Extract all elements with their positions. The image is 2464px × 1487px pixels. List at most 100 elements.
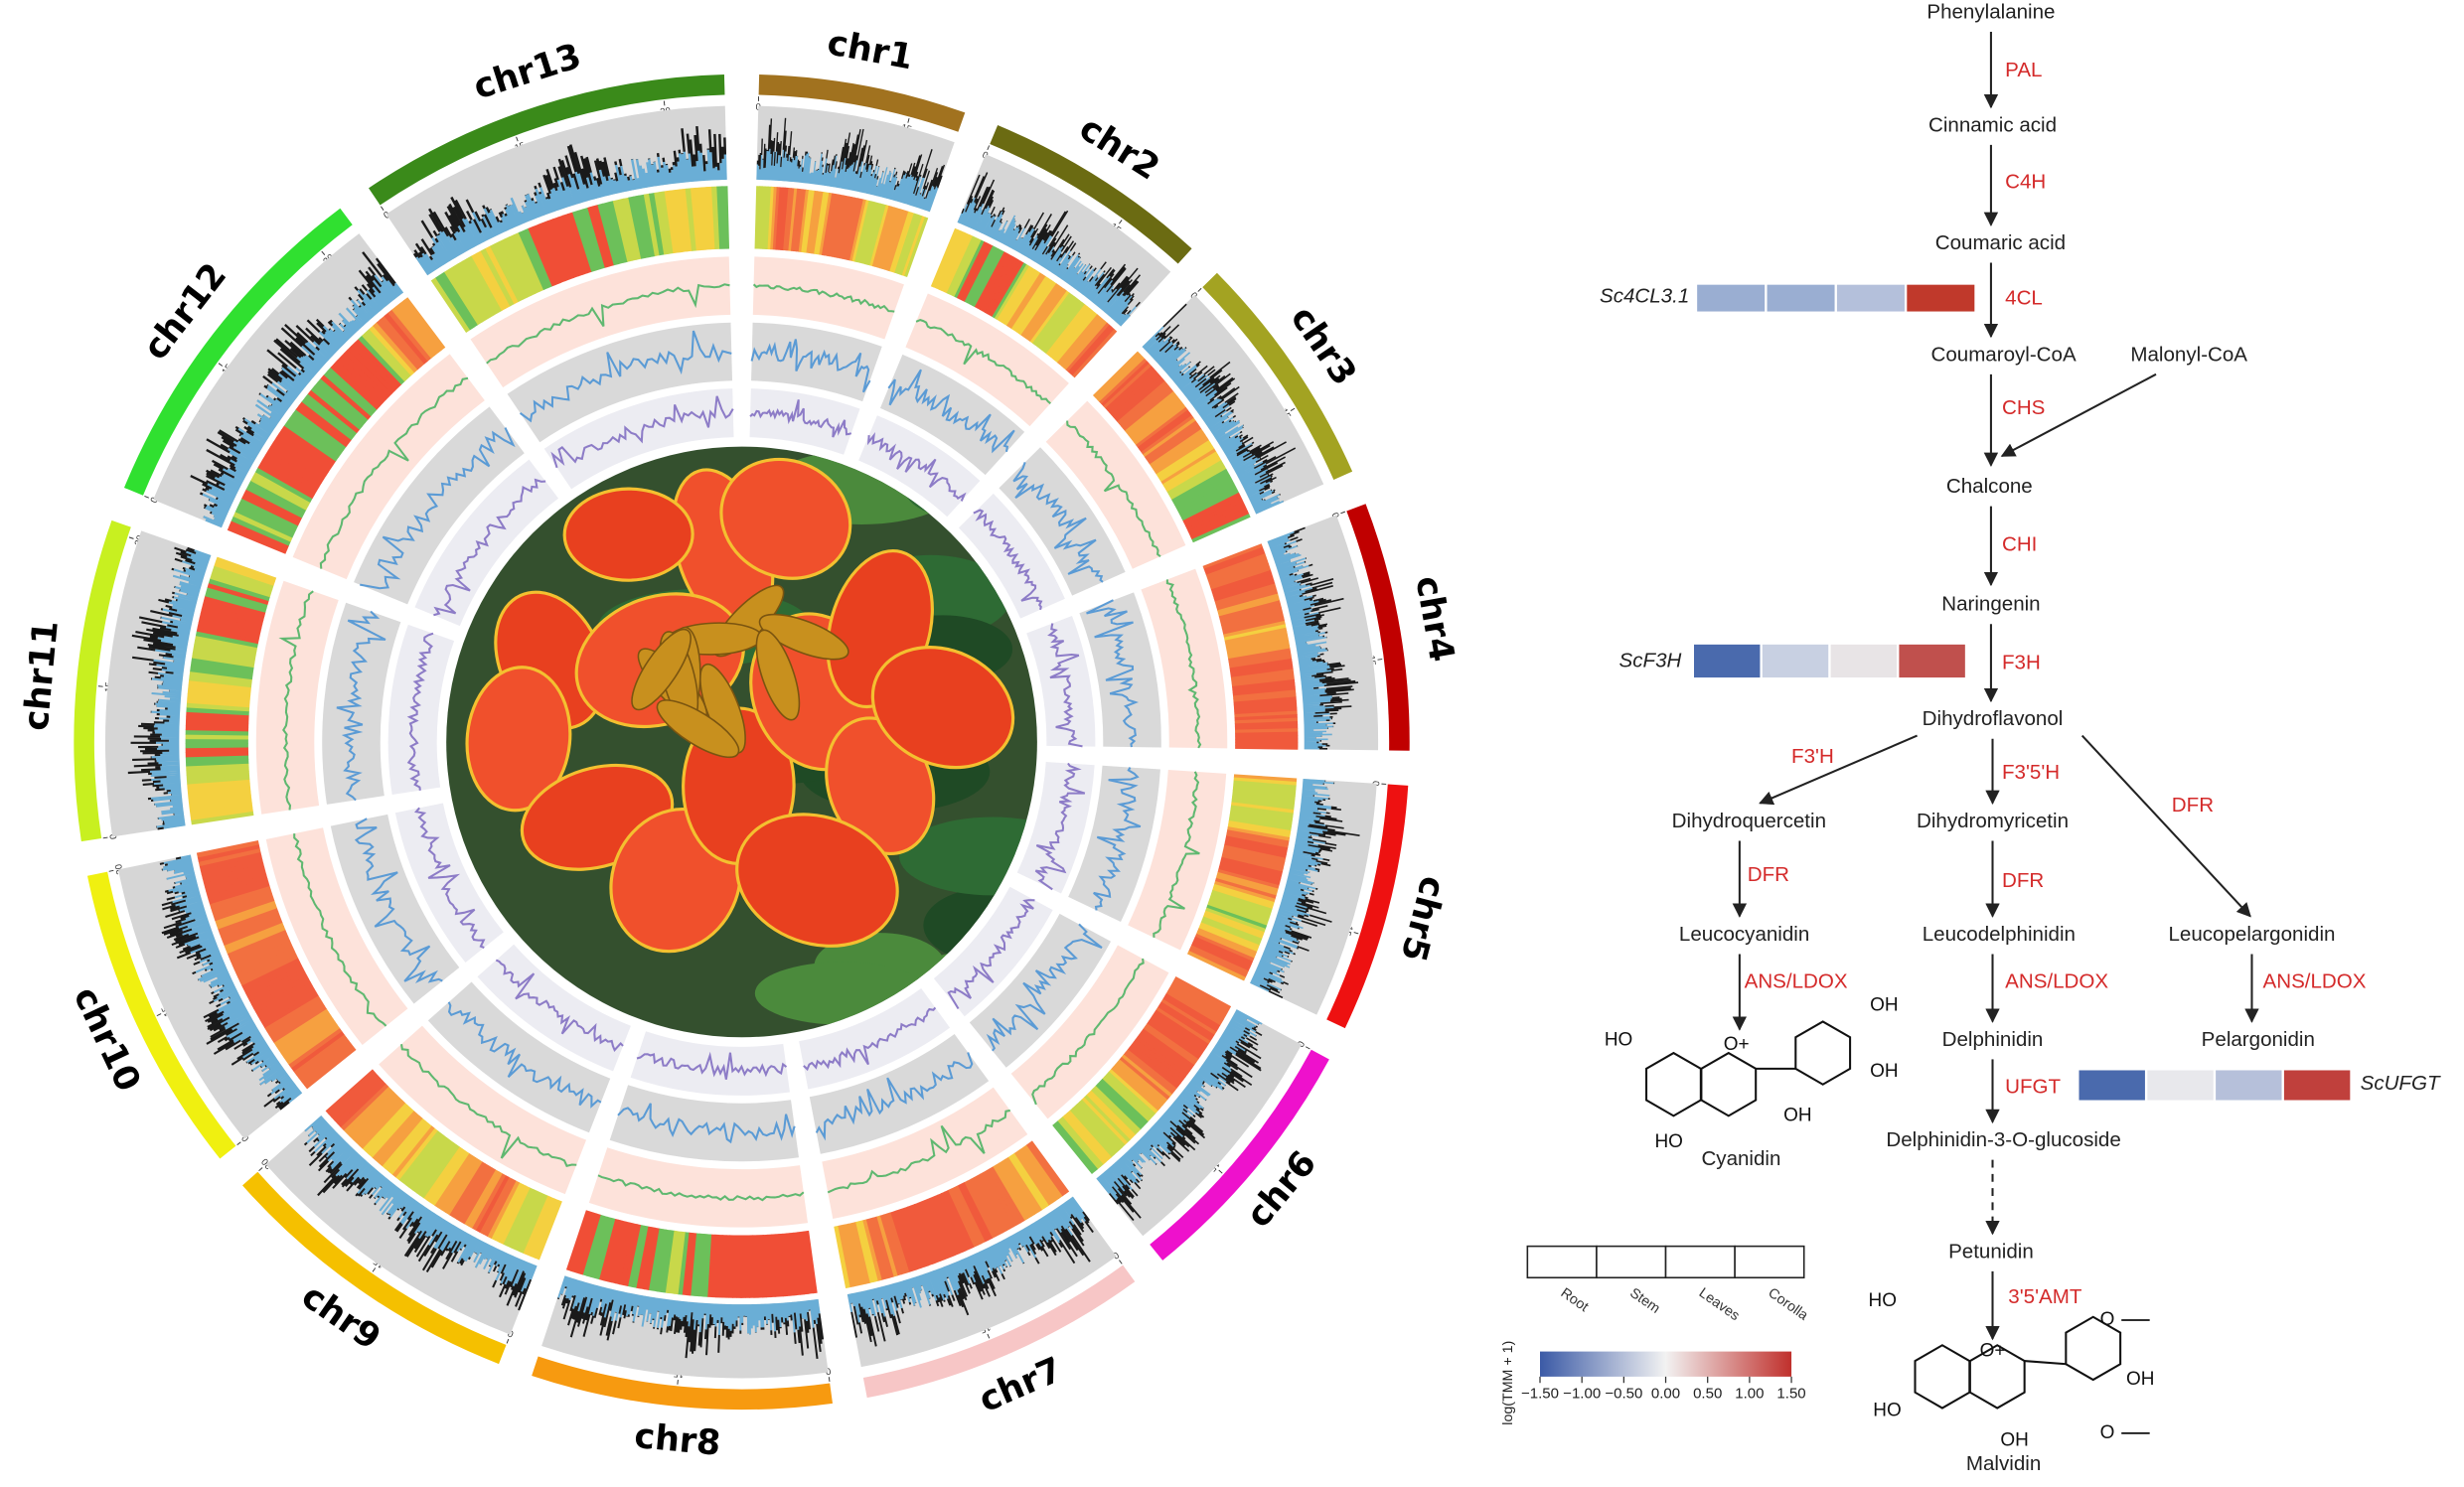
tick-label: 0: [1328, 512, 1340, 520]
heat-slice: [1124, 390, 1176, 434]
heat-slice: [859, 202, 878, 264]
heat-slice: [445, 1159, 483, 1216]
heat-slice: [1233, 780, 1297, 790]
heat-slice: [1137, 1033, 1190, 1075]
track-bg: [751, 322, 882, 402]
heat-slice: [1132, 401, 1184, 443]
heat-slice: [202, 600, 265, 621]
heat-slice: [788, 188, 798, 251]
heat-slice: [886, 210, 909, 272]
heat-slice: [238, 498, 299, 530]
heat-slice: [278, 429, 334, 469]
heat-slice: [257, 984, 315, 1021]
heat-slice: [1158, 445, 1215, 483]
heat-slice: [1223, 624, 1287, 642]
heat-slice: [1168, 984, 1226, 1020]
heat-slice: [210, 573, 272, 598]
heat-slice: [964, 1180, 997, 1239]
tick-mark: [381, 206, 385, 211]
heat-slice: [262, 454, 320, 492]
heat-slice: [565, 1210, 590, 1271]
track-line: [617, 1103, 796, 1144]
heat-slice: [325, 1069, 376, 1115]
heat-slice: [1206, 556, 1268, 581]
heat-slice: [1043, 302, 1086, 355]
heat-slice: [839, 197, 855, 259]
heat-slice: [1131, 1041, 1184, 1084]
heat-slice: [1071, 1106, 1118, 1155]
enzyme: ANS/LDOX: [2005, 969, 2108, 992]
heat-slice: [1234, 714, 1298, 721]
heat-cell: [1762, 644, 1829, 678]
track-black: [412, 125, 727, 261]
track-bg: [322, 602, 401, 805]
heat-slice: [1041, 300, 1083, 353]
heat-slice: [509, 234, 540, 294]
atom-label: OH: [1870, 995, 1898, 1016]
heat-slice: [1148, 425, 1202, 465]
track-bg: [1016, 761, 1095, 894]
heat-slice: [193, 644, 256, 661]
heat-slice: [275, 433, 332, 473]
heat-slice: [1146, 423, 1200, 463]
heat-slice: [1217, 596, 1281, 617]
heat-slice: [866, 204, 887, 266]
heat-slice: [448, 1161, 486, 1218]
tick-mark: [321, 250, 326, 256]
heat-slice: [744, 1235, 750, 1298]
track-bg: [809, 1033, 990, 1154]
ring: [1794, 1020, 1852, 1086]
bud: [631, 628, 692, 711]
heat-slice: [983, 1170, 1018, 1228]
heat-slice: [1203, 546, 1265, 573]
heat-slice: [989, 1166, 1025, 1224]
heat-slice: [480, 247, 515, 307]
heat-slice: [320, 374, 372, 420]
tick-mark: [102, 836, 108, 839]
heat-slice: [205, 591, 267, 613]
heat-slice: [690, 187, 701, 251]
heat-slice: [1141, 1028, 1195, 1069]
tick-mark: [516, 136, 519, 142]
heat-slice: [982, 255, 1016, 313]
heat-slice: [340, 1083, 389, 1131]
heat-slice: [259, 988, 317, 1025]
track-line: [1165, 579, 1202, 749]
heat-slice: [254, 467, 313, 503]
track-bg: [1010, 945, 1169, 1119]
heat-slice: [809, 191, 822, 254]
heat-slice: [1115, 377, 1165, 422]
track-blue: [415, 149, 727, 276]
track-line: [1047, 623, 1083, 748]
heat-slice: [206, 586, 268, 609]
heat-slice: [199, 613, 262, 633]
heat-slice: [1232, 786, 1297, 797]
tick-label: 0: [149, 496, 161, 505]
heat-slice: [786, 1233, 797, 1296]
heat-slice: [466, 255, 503, 314]
heat-slice: [944, 1190, 975, 1250]
heat-slice: [824, 193, 839, 256]
heat-slice: [359, 1100, 406, 1149]
tissue-label: Stem: [1626, 1285, 1662, 1317]
heat-slice: [858, 1220, 878, 1282]
heat-slice: [1086, 1092, 1134, 1140]
enzyme: DFR: [2002, 869, 2044, 892]
heat-slice: [1224, 627, 1288, 645]
heat-slice: [444, 268, 483, 326]
heat-slice: [188, 791, 251, 803]
heat-slice: [1163, 454, 1220, 491]
heat-slice: [510, 1190, 541, 1251]
bud: [755, 629, 801, 721]
track-line: [400, 1044, 577, 1168]
heat-slice: [1139, 1031, 1193, 1072]
heat-slice: [224, 922, 284, 951]
heat-slice: [194, 640, 257, 657]
heat-slice: [382, 1117, 426, 1169]
track-line: [406, 632, 434, 791]
track-line: [749, 399, 852, 438]
heat-slice: [1001, 1158, 1039, 1215]
track-line: [973, 509, 1043, 611]
heat-slice: [246, 967, 306, 1002]
heat-slice: [187, 779, 250, 790]
